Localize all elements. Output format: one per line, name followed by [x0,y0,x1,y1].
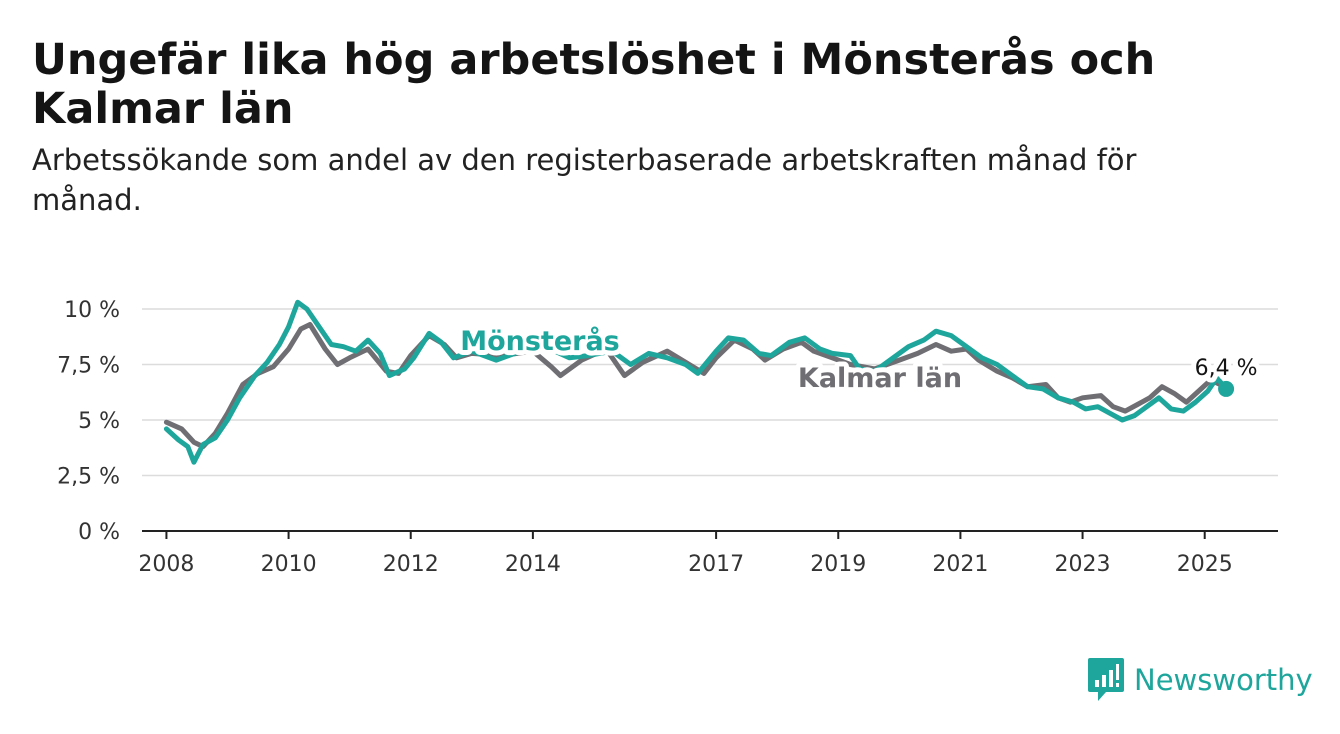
y-tick-label: 0 % [78,520,120,545]
chart-title: Ungefär lika hög arbetslöshet i Mönsterå… [32,35,1156,134]
y-axis-ticks: 0 % 2,5 % 5 % 7,5 % 10 % [57,298,120,545]
series-line-kalmar-l-n [163,322,1223,450]
x-tick-label: 2023 [1055,552,1111,577]
endpoint-value-label: 6,4 %6,4 % [1190,351,1263,386]
label-monsteras-text: Mönsterås [460,325,620,357]
endpoint-value-label-text: 6,4 % [1195,356,1258,381]
x-axis: 2008 2010 2012 2014 2017 2019 2021 2023 2025 [138,530,1278,577]
x-tick-label: 2019 [810,552,866,577]
y-tick-label: 10 % [64,298,120,323]
x-tick-label: 2021 [932,552,988,577]
bar-chart-logo-icon [1088,658,1124,701]
series-lines [163,299,1229,465]
chart-subtitle: Arbetssökande som andel av den registerb… [32,143,1137,217]
gridlines [142,308,1278,477]
series-line-m-nster-s [163,299,1229,465]
newsworthy-logo: Newsworthy [1088,658,1313,702]
x-tick-label: 2025 [1177,552,1233,577]
x-tick-label: 2014 [505,552,561,577]
label-kalmar-lan-text: Kalmar län [798,363,962,394]
x-tick-label: 2017 [688,552,744,577]
y-tick-label: 2,5 % [57,465,120,490]
brand-name: Newsworthy [1134,663,1313,697]
label-monsteras-halo: Mönsterås [460,325,620,357]
y-tick-label: 5 % [78,409,120,434]
y-tick-label: 7,5 % [57,354,120,379]
endpoint-value-label-halo: 6,4 % [1195,356,1258,381]
x-tick-label: 2010 [261,552,317,577]
endpoint-marker [1218,380,1235,397]
label-kalmar-lan-halo: Kalmar län [798,363,962,394]
x-tick-label: 2008 [138,552,194,577]
x-tick-label: 2012 [383,552,439,577]
